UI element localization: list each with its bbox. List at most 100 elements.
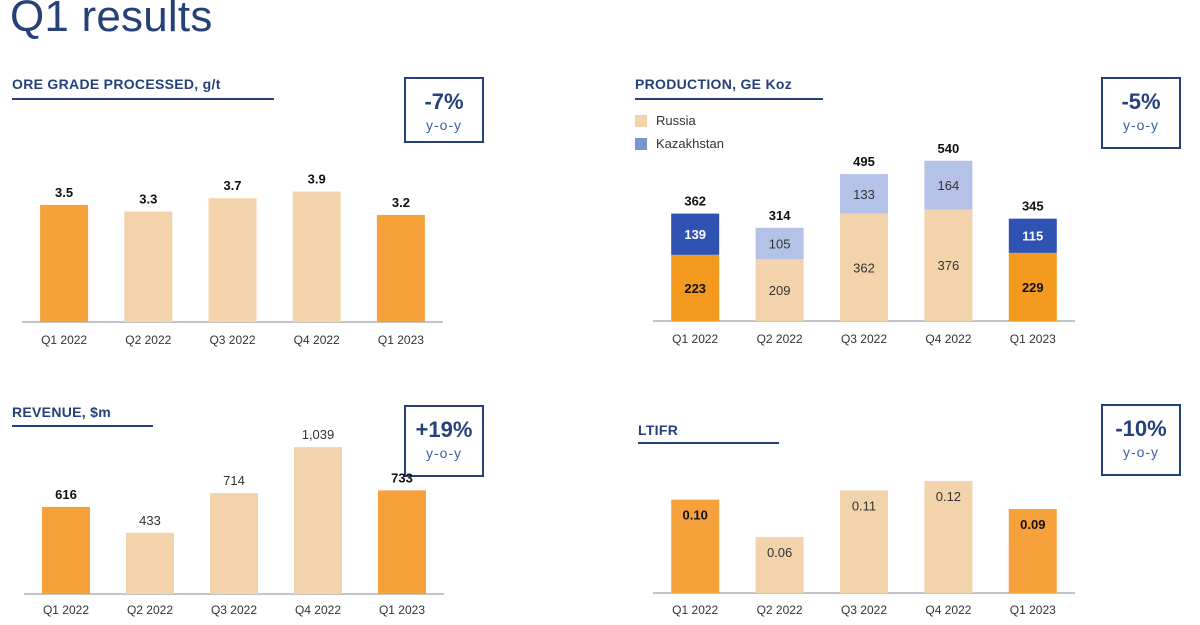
revenue-data-label-q4-2022: 1,039 [302, 427, 335, 442]
ore-data-label-q1-2023: 3.2 [392, 195, 410, 210]
ore-data-label-q4-2022: 3.9 [308, 172, 326, 187]
revenue-bar-q2-2022 [126, 532, 174, 594]
ore-grade-kpi-box: -7% y-o-y [404, 77, 484, 143]
production-title-rule [635, 98, 823, 100]
legend-label-russia: Russia [656, 113, 696, 128]
ltifr-tick-label-q4-2022: Q4 2022 [925, 603, 971, 617]
production-total-label-q1-2022: 362 [684, 194, 706, 209]
legend-swatch-russia [635, 114, 647, 127]
production-total-label-q1-2023: 345 [1022, 199, 1044, 214]
production-tick-label-q4-2022: Q4 2022 [925, 332, 971, 346]
ltifr-kpi-value: -10% [1115, 416, 1167, 441]
production-label-kazakhstan-q3-2022: 133 [853, 187, 875, 202]
ore-tick-label-q3-2022: Q3 2022 [209, 333, 255, 347]
revenue-title-rule [12, 425, 153, 427]
production-label-russia-q1-2022: 223 [684, 281, 706, 296]
production-total-label-q3-2022: 495 [853, 154, 875, 169]
ore-grade-kpi-value: -7% [424, 89, 464, 114]
ltifr-title: LTIFR [638, 422, 679, 438]
production-tick-label-q3-2022: Q3 2022 [841, 332, 887, 346]
production-label-russia-q4-2022: 376 [938, 258, 960, 273]
revenue-bar-q4-2022 [294, 447, 342, 594]
legend-swatch-kazakhstan [635, 137, 647, 150]
ltifr-bar-q1-2022 [671, 499, 720, 593]
ltifr-data-label-q1-2023: 0.09 [1020, 517, 1045, 532]
production-label-kazakhstan-q1-2022: 139 [684, 227, 706, 242]
ore-bar-q4-2022 [292, 191, 341, 322]
ltifr-data-label-q1-2022: 0.10 [683, 508, 708, 523]
ltifr-data-label-q2-2022: 0.06 [767, 545, 792, 560]
production-chart: 223 139 362 Q1 2022 209 105 314 Q2 2022 362 133 49… [653, 141, 1075, 346]
ore-bar-q3-2022 [208, 198, 257, 322]
revenue-tick-label-q1-2022: Q1 2022 [43, 603, 89, 617]
ore-bar-q2-2022 [124, 211, 173, 322]
production-bar-kazakhstan-q3-2022 [840, 174, 888, 214]
ore-tick-label-q1-2023: Q1 2023 [378, 333, 424, 347]
ore-bar-q1-2023 [376, 214, 425, 322]
production-label-kazakhstan-q2-2022: 105 [769, 236, 791, 251]
legend-label-kazakhstan: Kazakhstan [656, 136, 724, 151]
production-bar-russia-q1-2023 [1008, 252, 1057, 321]
ore-grade-title-rule [12, 98, 274, 100]
production-bar-kazakhstan-q4-2022 [924, 160, 973, 210]
production-label-kazakhstan-q1-2023: 115 [1022, 229, 1043, 244]
ltifr-tick-label-q3-2022: Q3 2022 [841, 603, 887, 617]
production-bar-russia-q4-2022 [924, 209, 973, 321]
revenue-kpi-value: +19% [415, 417, 473, 442]
production-label-russia-q2-2022: 209 [769, 283, 791, 298]
production-legend: Russia Kazakhstan [635, 109, 724, 155]
revenue-tick-label-q2-2022: Q2 2022 [127, 603, 173, 617]
production-bar-kazakhstan-q2-2022 [755, 227, 804, 259]
revenue-tick-label-q3-2022: Q3 2022 [211, 603, 257, 617]
ltifr-tick-label-q1-2022: Q1 2022 [672, 603, 718, 617]
ore-tick-label-q4-2022: Q4 2022 [294, 333, 340, 347]
ore-tick-label-q1-2022: Q1 2022 [41, 333, 87, 347]
revenue-bar-q1-2022 [42, 506, 90, 594]
ltifr-data-label-q3-2022: 0.11 [852, 498, 876, 513]
legend-item-kazakhstan: Kazakhstan [635, 132, 724, 155]
ltifr-bar-q3-2022 [840, 490, 888, 593]
production-kpi-box: -5% y-o-y [1101, 77, 1181, 149]
revenue-title: REVENUE, $m [12, 404, 111, 420]
production-bar-kazakhstan-q1-2023 [1008, 218, 1057, 253]
ltifr-bar-q2-2022 [755, 537, 804, 593]
revenue-data-label-q2-2022: 433 [139, 513, 161, 528]
production-label-kazakhstan-q4-2022: 164 [938, 178, 960, 193]
production-title: PRODUCTION, GE Koz [635, 76, 793, 92]
page-title: Q1 results [10, 0, 213, 41]
production-bar-russia-q1-2022 [671, 254, 720, 321]
ltifr-kpi-sub: y-o-y [1122, 444, 1160, 460]
revenue-bar-q1-2023 [378, 490, 426, 594]
production-label-russia-q3-2022: 362 [853, 260, 875, 275]
ore-data-label-q3-2022: 3.7 [223, 178, 241, 193]
production-tick-label-q1-2022: Q1 2022 [672, 332, 718, 346]
legend-item-russia: Russia [635, 109, 724, 132]
ore-tick-label-q2-2022: Q2 2022 [125, 333, 171, 347]
ore-data-label-q1-2022: 3.5 [55, 185, 73, 200]
production-total-label-q2-2022: 314 [769, 208, 791, 223]
ltifr-bar-q4-2022 [924, 481, 973, 593]
production-bar-russia-q3-2022 [840, 213, 888, 321]
revenue-data-label-q1-2022: 616 [55, 487, 77, 502]
ore-data-label-q2-2022: 3.3 [139, 192, 157, 207]
ore-grade-chart: 3.5 Q1 2022 3.3 Q2 2022 3.7 Q3 2022 3.9 Q4 2022… [22, 172, 443, 347]
ltifr-kpi-box: -10% y-o-y [1101, 404, 1181, 476]
production-total-label-q4-2022: 540 [938, 141, 960, 156]
ltifr-chart: 0.10 Q1 2022 0.06 Q2 2022 0.11 Q3 2022 0.12 Q4 … [653, 481, 1075, 617]
ore-grade-title: ORE GRADE PROCESSED, g/t [12, 76, 221, 92]
production-tick-label-q1-2023: Q1 2023 [1010, 332, 1056, 346]
ore-grade-kpi-sub: y-o-y [425, 117, 463, 133]
production-kpi-value: -5% [1121, 89, 1161, 114]
ltifr-title-rule [638, 442, 779, 444]
revenue-tick-label-q1-2023: Q1 2023 [379, 603, 425, 617]
revenue-bar-q3-2022 [210, 493, 258, 594]
revenue-data-label-q3-2022: 714 [223, 473, 245, 488]
production-label-russia-q1-2023: 229 [1022, 280, 1044, 295]
ltifr-data-label-q4-2022: 0.12 [936, 489, 961, 504]
revenue-data-label-q1-2023: 733 [391, 470, 413, 485]
ltifr-tick-label-q1-2023: Q1 2023 [1010, 603, 1056, 617]
ltifr-tick-label-q2-2022: Q2 2022 [757, 603, 803, 617]
production-bar-kazakhstan-q1-2022 [671, 213, 720, 255]
revenue-tick-label-q4-2022: Q4 2022 [295, 603, 341, 617]
ltifr-bar-q1-2023 [1008, 509, 1057, 593]
